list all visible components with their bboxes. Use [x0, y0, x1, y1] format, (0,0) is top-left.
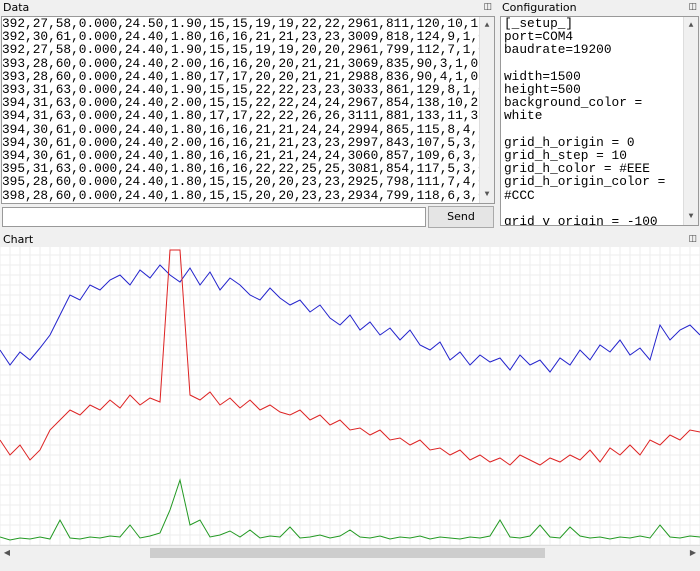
- blank-line: [504, 123, 698, 136]
- scrollbar[interactable]: ▲ ▼: [683, 17, 698, 225]
- trace: [0, 249, 700, 466]
- data-row: 395,31,63,0.000,24.40,1.80,16,16,22,22,2…: [2, 161, 486, 177]
- config-editor[interactable]: [_setup_] port=COM4 baudrate=19200 width=15…: [500, 16, 699, 226]
- config-line: grid_h_color = #EEE: [504, 161, 650, 177]
- config-line: grid_h_step = 10: [504, 148, 627, 163]
- config-line: background_color = white: [504, 95, 650, 124]
- config-line: height=500: [504, 82, 581, 97]
- config-line: baudrate=19200: [504, 42, 612, 58]
- chart-panel-title: Chart ◫: [0, 232, 700, 247]
- data-row: 392,27,58,0.000,24.40,1.90,15,15,19,19,2…: [2, 42, 486, 58]
- data-row: 394,30,61,0.000,24.40,2.00,16,16,21,21,2…: [2, 134, 486, 150]
- send-input[interactable]: [2, 207, 426, 227]
- config-line: grid_v_origin = -100: [504, 214, 658, 226]
- config-line: [_setup_]: [504, 16, 574, 31]
- data-row: 393,28,60,0.000,24.40,2.00,16,16,20,20,2…: [2, 55, 479, 71]
- data-row: 394,30,61,0.000,24.40,1.80,16,16,21,21,2…: [2, 148, 486, 164]
- trace: [0, 478, 700, 541]
- chart: [0, 247, 700, 545]
- trace: [0, 264, 700, 373]
- data-panel-title: Data ◫: [0, 0, 495, 15]
- send-button[interactable]: Send: [428, 206, 494, 228]
- config-title: Configuration: [502, 1, 577, 14]
- config-line: grid_h_origin_color = #CCC: [504, 174, 673, 203]
- config-line: port=COM4: [504, 29, 574, 45]
- data-title: Data: [3, 1, 30, 14]
- data-row: 392,27,58,0.000,24.50,1.90,15,15,19,19,2…: [2, 16, 494, 31]
- data-row: 394,30,61,0.000,24.40,1.80,16,16,21,21,2…: [2, 121, 486, 137]
- config-panel-title: Configuration ◫: [499, 0, 700, 15]
- config-line: grid_h_origin = 0: [504, 134, 635, 150]
- chart-title: Chart: [3, 233, 34, 246]
- config-line: width=1500: [504, 68, 581, 84]
- data-row: 393,28,60,0.000,24.40,1.80,17,17,20,20,2…: [2, 68, 479, 84]
- data-row: 394,31,63,0.000,24.40,2.00,15,15,22,22,2…: [2, 95, 494, 111]
- scrollbar[interactable]: ▲ ▼: [479, 17, 494, 203]
- data-log[interactable]: 392,27,58,0.000,24.50,1.90,15,15,19,19,2…: [1, 16, 495, 204]
- data-row: 392,30,61,0.000,24.40,1.80,16,16,21,21,2…: [2, 29, 486, 45]
- data-row: 394,31,63,0.000,24.40,1.80,17,17,22,22,2…: [2, 108, 494, 124]
- scroll-thumb[interactable]: [150, 548, 545, 558]
- data-row: 395,28,60,0.000,24.40,1.80,15,15,20,20,2…: [2, 174, 486, 190]
- data-row: 393,31,63,0.000,24.40,1.90,15,15,22,22,2…: [2, 82, 486, 98]
- blank-line: [504, 57, 698, 70]
- h-scrollbar[interactable]: ◀ ▶: [0, 545, 700, 561]
- data-row: 398,28,60,0.000,24.40,1.80,15,15,20,20,2…: [2, 187, 486, 203]
